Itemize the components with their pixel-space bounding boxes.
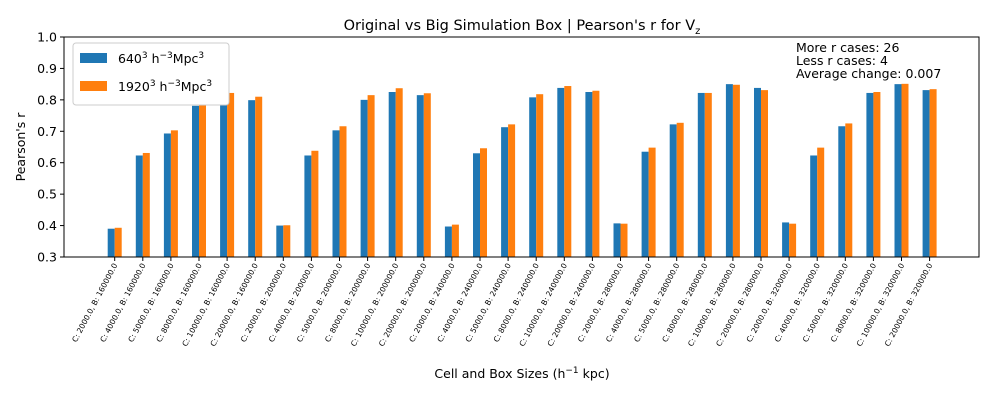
bar-series-1 — [782, 222, 790, 257]
bar-series-1 — [220, 96, 228, 257]
bar-series-2 — [199, 101, 206, 257]
bar-series-2 — [564, 86, 572, 258]
bar-series-1 — [529, 97, 537, 257]
bar-series-1 — [416, 95, 424, 258]
bar-series-1 — [669, 124, 677, 257]
legend: 6403 h−3Mpc3 19203 h−3Mpc3 — [72, 42, 230, 106]
bar-series-2 — [480, 148, 487, 257]
bar-series-2 — [845, 123, 853, 257]
bar-series-2 — [817, 147, 825, 257]
bar-series-2 — [114, 227, 122, 257]
bar-series-2 — [451, 224, 459, 257]
bar-series-1 — [107, 228, 115, 257]
y-tick-label: 0.7 — [37, 124, 57, 139]
bar-series-2 — [732, 84, 740, 258]
bar-series-2 — [873, 92, 881, 257]
legend-box — [72, 42, 230, 106]
bar-series-1 — [866, 92, 874, 257]
bar-series-2 — [929, 89, 937, 258]
bar-series-1 — [697, 92, 705, 257]
y-tick-label: 0.5 — [37, 187, 57, 202]
bar-series-2 — [704, 92, 712, 257]
bar-series-1 — [332, 130, 340, 257]
bar-series-2 — [676, 122, 684, 257]
legend-label: 19203 h−3Mpc3 — [118, 79, 212, 94]
bar-series-2 — [227, 92, 235, 257]
y-axis-label: Pearson's r — [13, 112, 28, 182]
bar-series-2 — [367, 95, 375, 258]
bar-series-1 — [304, 155, 312, 257]
bar-series-1 — [473, 153, 480, 257]
legend-swatch — [80, 53, 107, 63]
y-tick-label: 0.8 — [37, 92, 57, 107]
bar-series-2 — [142, 152, 150, 257]
bar-series-2 — [423, 93, 431, 257]
bar-series-2 — [395, 88, 403, 257]
bar-series-2 — [536, 94, 544, 257]
bar-series-1 — [754, 87, 761, 258]
bar-series-1 — [725, 84, 733, 258]
bar-series-1 — [894, 84, 902, 258]
legend-swatch — [80, 81, 107, 91]
bar-series-1 — [557, 87, 565, 258]
bar-series-1 — [360, 99, 368, 257]
y-tick-label: 0.9 — [37, 61, 57, 76]
bar-series-2 — [508, 124, 516, 257]
y-tick-label: 0.4 — [37, 218, 57, 233]
y-tick-label: 0.6 — [37, 155, 57, 170]
bar-series-2 — [901, 83, 909, 257]
bar-series-1 — [444, 226, 452, 257]
plot-frame — [63, 36, 980, 258]
bar-series-1 — [276, 225, 284, 257]
bar-series-1 — [838, 126, 846, 257]
legend-label: 6403 h−3Mpc3 — [118, 51, 204, 66]
chart-title: Original vs Big Simulation Box | Pearson… — [344, 18, 701, 37]
bar-series-2 — [789, 223, 797, 257]
bar-series-1 — [641, 151, 649, 257]
bar-series-1 — [501, 127, 509, 257]
stats-annotation-line: Less r cases: 4 — [796, 53, 888, 68]
bar-series-2 — [592, 90, 600, 257]
bar-series-2 — [620, 223, 628, 257]
bar-series-1 — [135, 155, 143, 257]
bar-series-1 — [613, 223, 621, 257]
bar-series-2 — [761, 90, 768, 257]
y-tick-label: 0.3 — [37, 250, 57, 265]
y-tick-label: 1.0 — [37, 30, 57, 45]
bar-series-2 — [170, 130, 178, 257]
bar-series-1 — [163, 133, 171, 257]
bar-series-1 — [810, 155, 818, 257]
x-axis-label: Cell and Box Sizes (h−1 kpc) — [434, 366, 609, 381]
bar-series-2 — [311, 150, 319, 257]
bar-series-1 — [388, 92, 396, 257]
bar-series-1 — [248, 100, 256, 258]
bar-series-2 — [255, 96, 263, 257]
bar-series-2 — [648, 147, 656, 257]
bar-series-1 — [192, 105, 199, 257]
bar-series-1 — [585, 92, 593, 257]
stats-annotation-line: Average change: 0.007 — [796, 66, 941, 81]
bar-series-1 — [922, 90, 930, 257]
bar-series-2 — [339, 126, 347, 257]
stats-annotation-line: More r cases: 26 — [796, 40, 899, 55]
bar-series-2 — [283, 225, 291, 257]
chart-title-subscript: z — [695, 26, 700, 37]
